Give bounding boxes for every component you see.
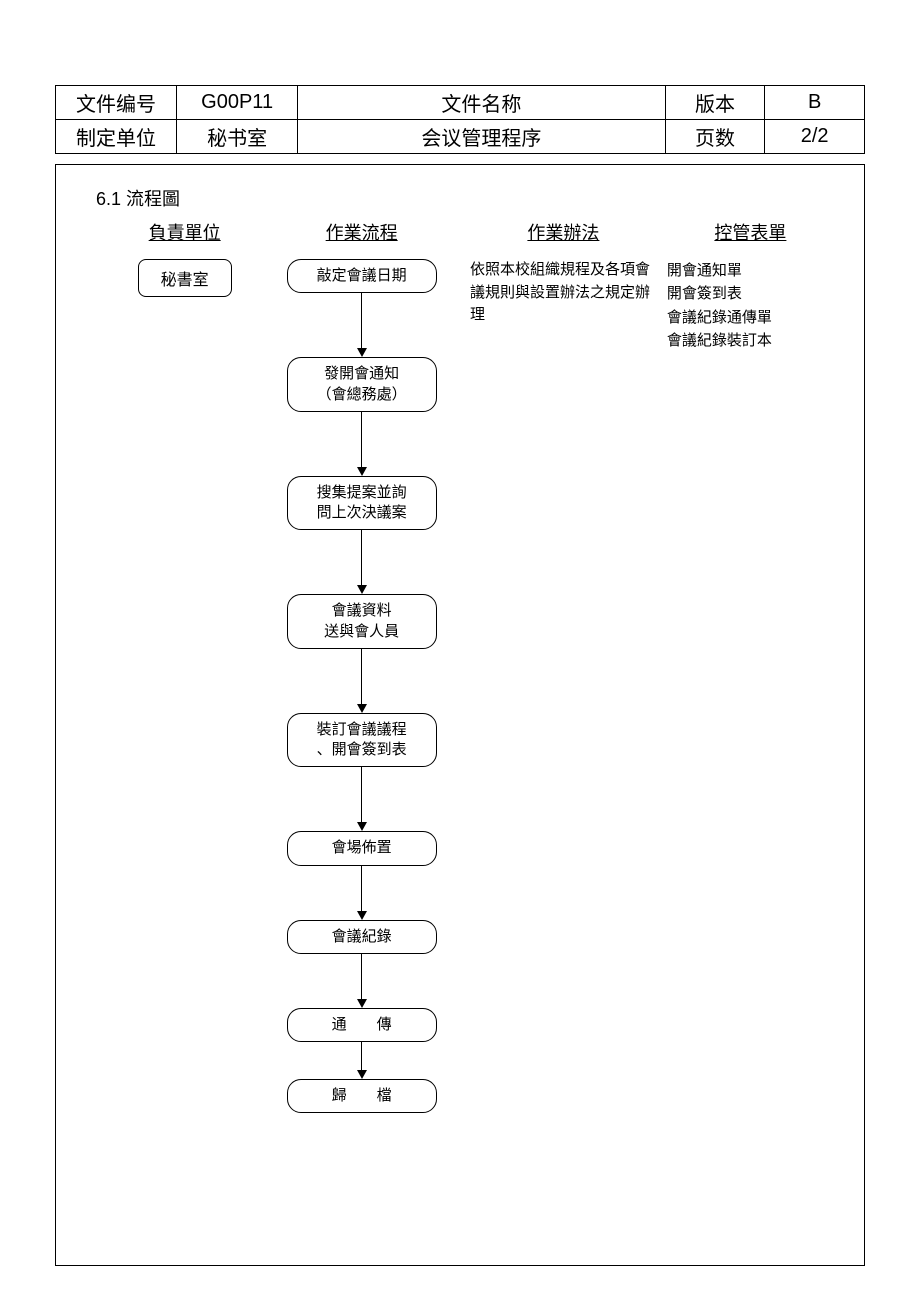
form-item: 會議紀錄通傳單	[667, 309, 772, 326]
col-unit: 負責單位 秘書室	[86, 219, 263, 297]
form-item: 會議紀錄裝訂本	[667, 332, 772, 349]
flow-node-2: 發開會通知 （會總務處）	[287, 357, 437, 412]
content-box: 6.1 流程圖 負責單位 秘書室 作業流程 敲定會議日期 發開會通知 （會總務處…	[55, 164, 865, 1266]
flow-node-4a: 會議資料	[332, 602, 392, 619]
unit-header: 負責單位	[149, 219, 221, 245]
flow-node-3b: 問上次決議案	[317, 504, 407, 521]
doc-name: 会议管理程序	[298, 120, 666, 154]
unit: 秘书室	[177, 120, 298, 154]
arrow-icon	[357, 954, 367, 1008]
columns: 負責單位 秘書室 作業流程 敲定會議日期 發開會通知 （會總務處） 搜集提	[86, 219, 834, 1113]
page-value: 2/2	[765, 120, 865, 154]
unit-box: 秘書室	[138, 259, 232, 297]
method-header: 作業辦法	[527, 219, 599, 245]
arrow-icon	[357, 866, 367, 920]
form-item: 開會簽到表	[667, 285, 742, 302]
flow-node-3a: 搜集提案並詢	[317, 484, 407, 501]
section-title: 6.1 流程圖	[96, 185, 834, 211]
flow-node-3: 搜集提案並詢 問上次決議案	[287, 476, 437, 531]
flow-node-2a: 發開會通知	[324, 365, 399, 382]
version-label: 版本	[665, 86, 765, 120]
col-flow: 作業流程 敲定會議日期 發開會通知 （會總務處） 搜集提案並詢 問上次決議案	[263, 219, 460, 1113]
arrow-icon	[357, 767, 367, 831]
form-item: 開會通知單	[667, 262, 742, 279]
arrow-icon	[357, 1042, 367, 1079]
doc-no-label: 文件编号	[56, 86, 177, 120]
flow-node-4: 會議資料 送與會人員	[287, 594, 437, 649]
flow-node-1: 敲定會議日期	[287, 259, 437, 293]
page: 文件编号 G00P11 文件名称 版本 B 制定单位 秘书室 会议管理程序 页数…	[0, 0, 920, 1306]
flow-node-5: 裝訂會議議程 、開會簽到表	[287, 713, 437, 768]
doc-header-table: 文件编号 G00P11 文件名称 版本 B 制定单位 秘书室 会议管理程序 页数…	[55, 85, 865, 154]
flow-header: 作業流程	[326, 219, 398, 245]
version: B	[765, 86, 865, 120]
flow-node-7: 會議紀錄	[287, 920, 437, 954]
arrow-icon	[357, 649, 367, 713]
doc-no: G00P11	[177, 86, 298, 120]
arrow-icon	[357, 293, 367, 357]
flow-node-8: 通 傳	[287, 1008, 437, 1042]
page-label: 页数	[665, 120, 765, 154]
unit-label: 制定单位	[56, 120, 177, 154]
forms-list: 開會通知單 開會簽到表 會議紀錄通傳單 會議紀錄裝訂本	[667, 259, 834, 352]
flow-node-5a: 裝訂會議議程	[317, 721, 407, 738]
flow-node-5b: 、開會簽到表	[317, 741, 407, 758]
col-method: 作業辦法 依照本校組織規程及各項會議規則與設置辦法之規定辦理	[460, 219, 667, 327]
flow-node-2b: （會總務處）	[317, 386, 407, 403]
flow-node-6: 會場佈置	[287, 831, 437, 865]
method-text: 依照本校組織規程及各項會議規則與設置辦法之規定辦理	[470, 259, 657, 327]
arrow-icon	[357, 530, 367, 594]
forms-header: 控管表單	[714, 219, 786, 245]
flow-node-4b: 送與會人員	[324, 623, 399, 640]
arrow-icon	[357, 412, 367, 476]
doc-name-label: 文件名称	[298, 86, 666, 120]
col-forms: 控管表單 開會通知單 開會簽到表 會議紀錄通傳單 會議紀錄裝訂本	[667, 219, 834, 352]
flow-node-9: 歸 檔	[287, 1079, 437, 1113]
